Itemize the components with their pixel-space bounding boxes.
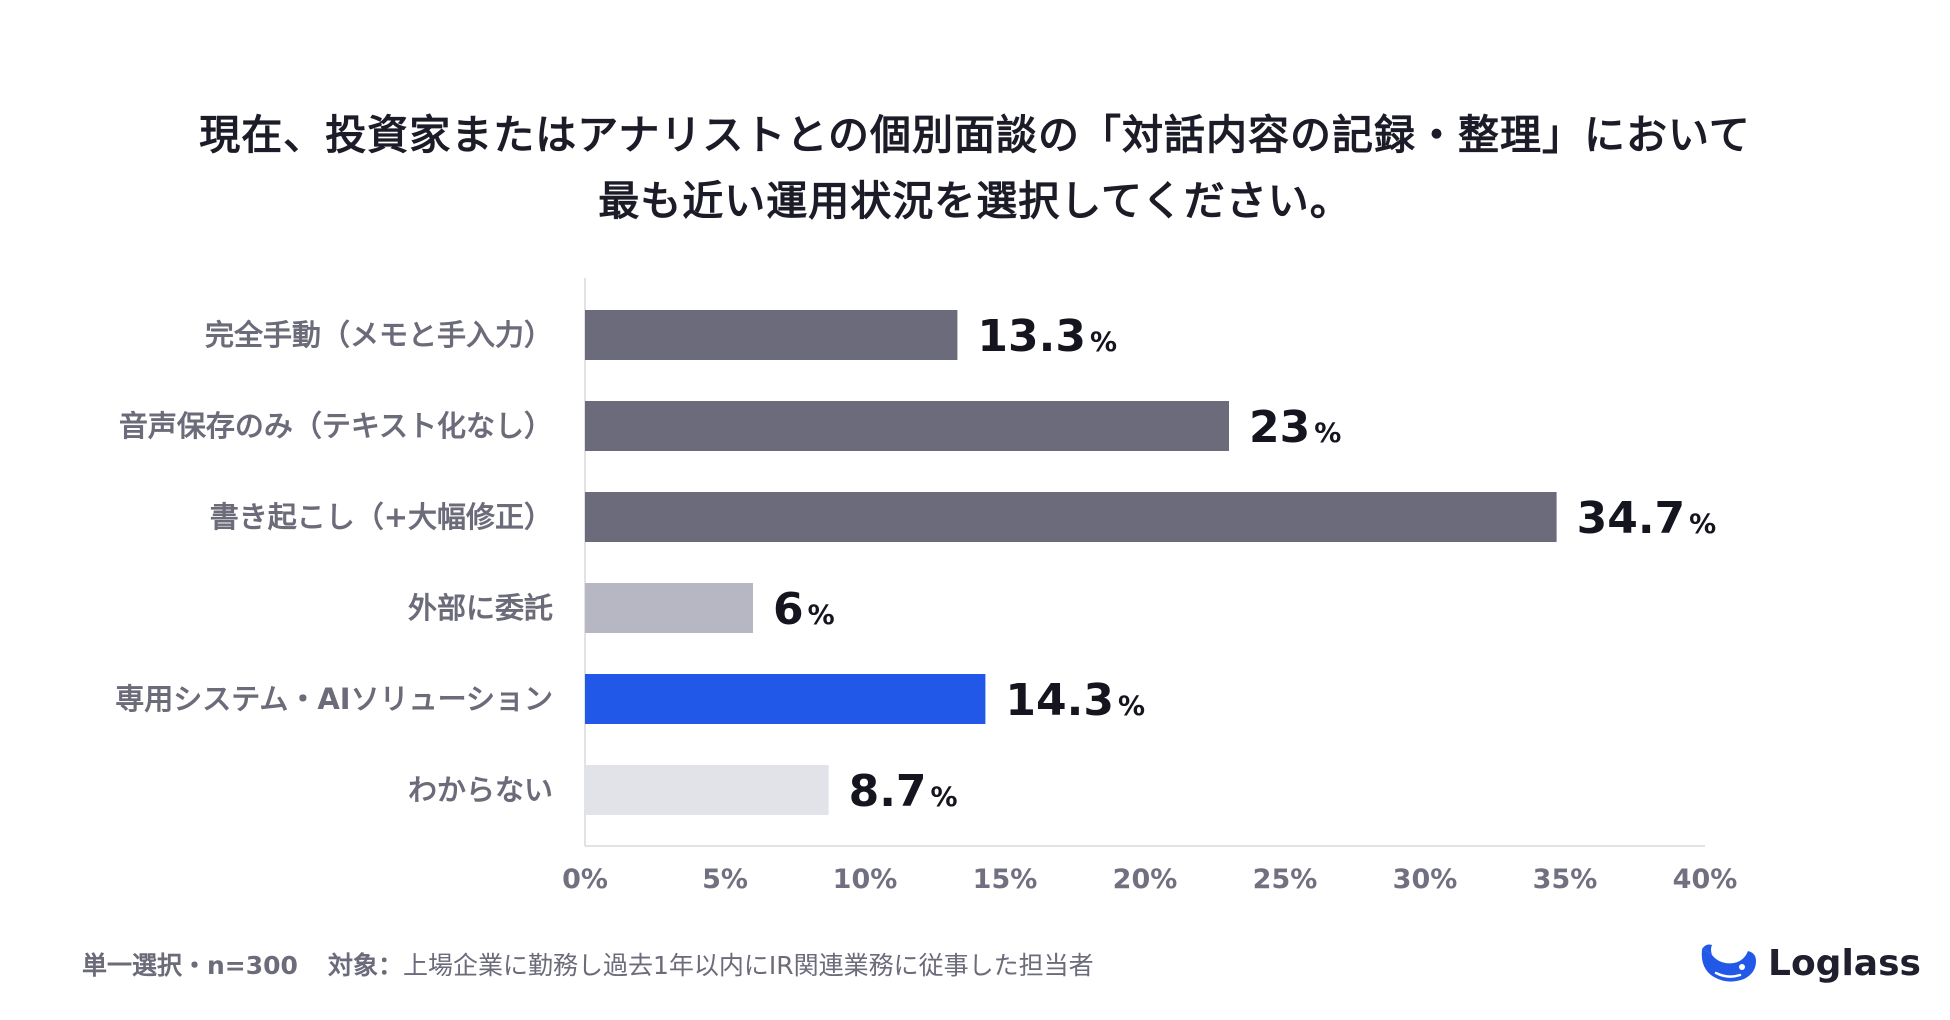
chart-title-line-2: 最も近い運用状況を選択してください。 (598, 177, 1352, 225)
bar-5 (585, 674, 986, 724)
loglass-logo: Loglass (1698, 938, 1921, 988)
x-tick-label-6: 25% (1253, 864, 1318, 895)
category-label-4: 外部に委託 (408, 591, 553, 625)
footnote-target-text: 上場企業に勤務し過去1年以内にIR関連業務に従事した担当者 (402, 951, 1094, 980)
category-label-3: 書き起こし（+大幅修正） (210, 500, 553, 534)
bar-3 (585, 492, 1557, 542)
value-label-3: 34.7% (1577, 493, 1717, 544)
bar-6 (585, 765, 829, 815)
whale-icon (1701, 944, 1756, 982)
x-tick-label-5: 20% (1113, 864, 1178, 895)
chart-footnote: 単一選択・n=300 対象：上場企業に勤務し過去1年以内にIR関連業務に従事した担… (82, 946, 1094, 982)
footnote-target-label: 対象： (327, 951, 403, 980)
chart-title: 現在、投資家またはアナリストとの個別面談の「対話内容の記録・整理」において 最も… (0, 102, 1950, 234)
value-unit-4: % (808, 600, 835, 631)
x-tick-label-3: 10% (833, 864, 898, 895)
category-label-1: 完全手動（メモと手入力） (205, 318, 553, 352)
x-tick-label-1: 0% (562, 864, 608, 895)
x-tick-label-4: 15% (973, 864, 1038, 895)
x-tick-label-2: 5% (702, 864, 748, 895)
category-label-2: 音声保存のみ（テキスト化なし） (119, 409, 553, 443)
bar-4 (585, 583, 753, 633)
x-tick-label-9: 40% (1673, 864, 1738, 895)
value-unit-2: % (1314, 418, 1341, 449)
value-unit-1: % (1090, 327, 1117, 358)
category-label-6: わからない (408, 773, 553, 807)
value-label-6: 8.7% (849, 766, 958, 817)
footnote-selection: 単一選択・n=300 (82, 951, 298, 980)
value-label-1: 13.3% (977, 311, 1117, 362)
logo-text: Loglass (1768, 942, 1921, 984)
value-unit-6: % (931, 782, 958, 813)
value-label-4: 6% (773, 584, 835, 635)
bar-1 (585, 310, 958, 360)
bar-2 (585, 401, 1229, 451)
category-label-5: 専用システム・AIソリューション (115, 682, 553, 716)
x-tick-label-7: 30% (1393, 864, 1458, 895)
chart-title-line-1: 現在、投資家またはアナリストとの個別面談の「対話内容の記録・整理」において (199, 111, 1751, 159)
value-label-5: 14.3% (1005, 675, 1145, 726)
value-unit-3: % (1689, 509, 1716, 540)
value-label-2: 23% (1249, 402, 1341, 453)
x-tick-label-8: 35% (1533, 864, 1598, 895)
value-unit-5: % (1118, 691, 1145, 722)
